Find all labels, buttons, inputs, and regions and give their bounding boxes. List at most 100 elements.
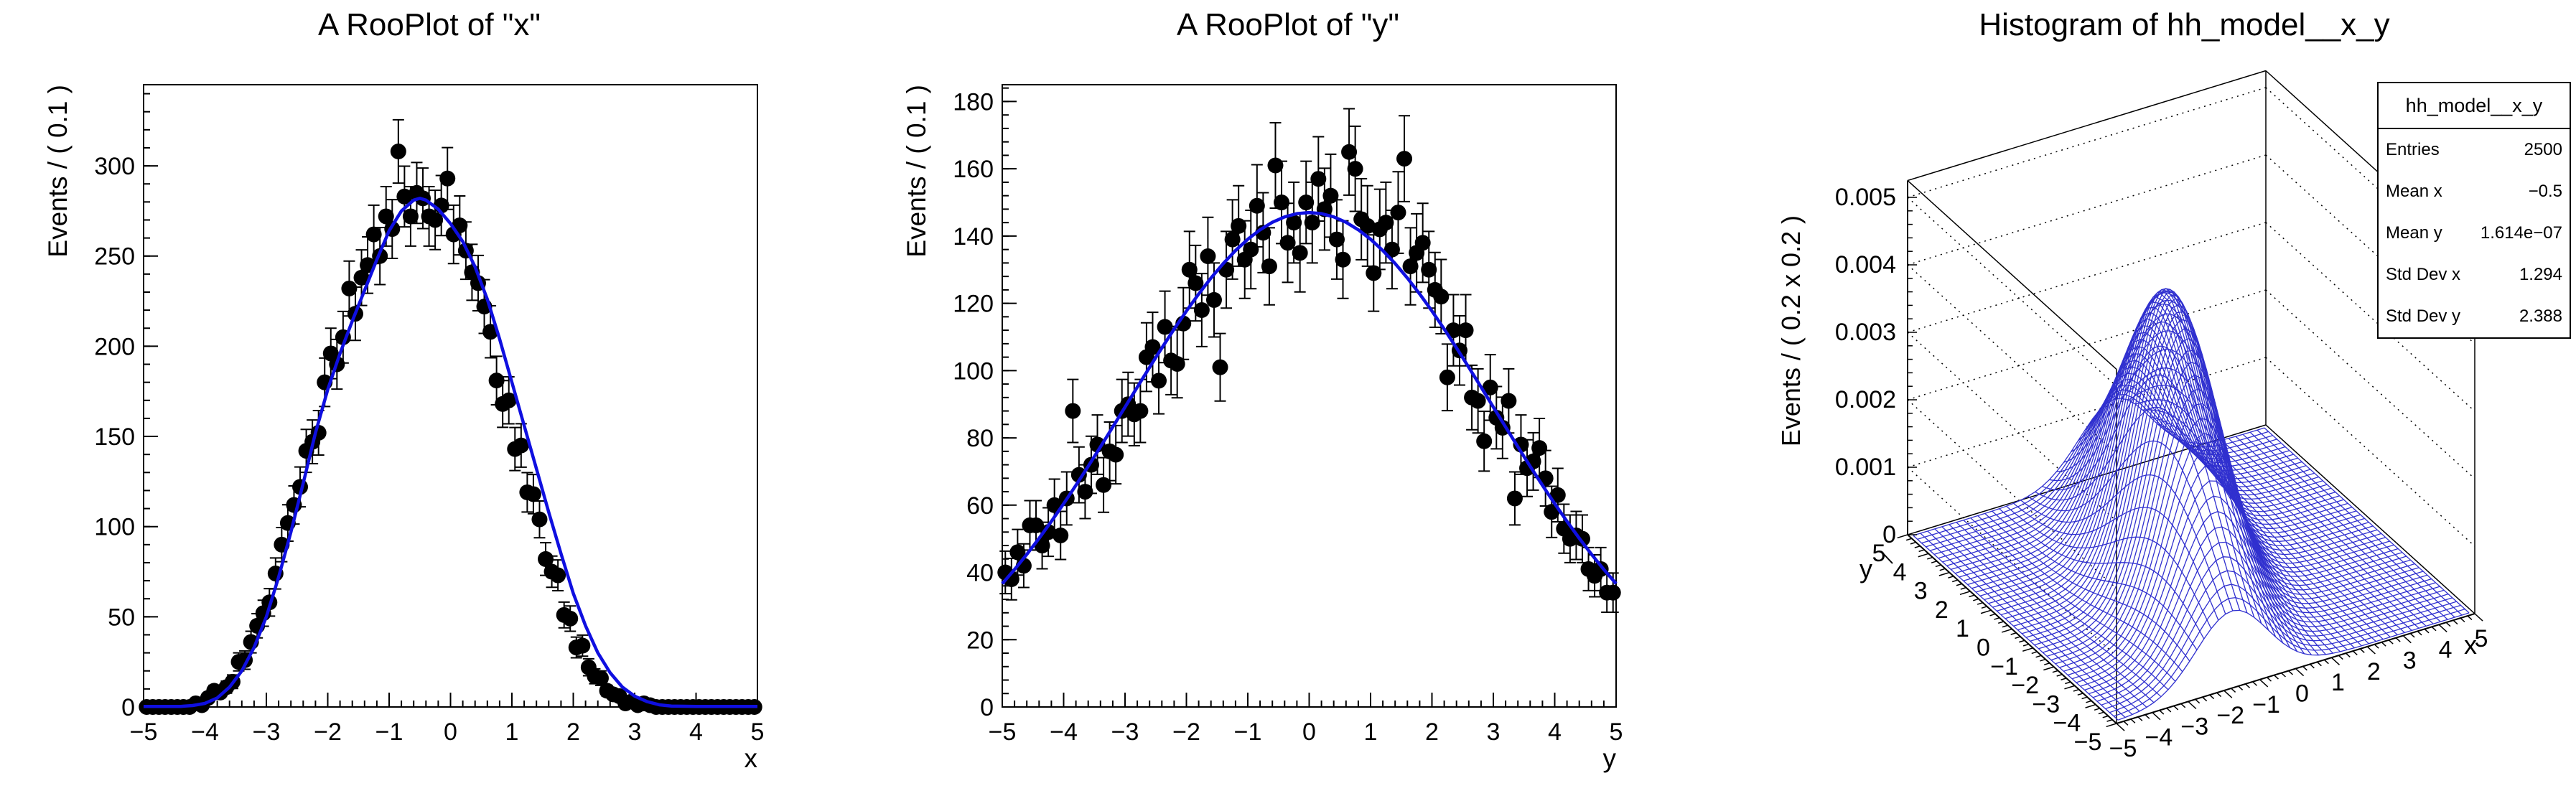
svg-text:−1: −1 <box>375 718 403 746</box>
svg-text:−4: −4 <box>191 718 219 746</box>
svg-text:0: 0 <box>444 718 457 746</box>
svg-text:0: 0 <box>121 694 135 721</box>
stats-row: Std Dev x 1.294 <box>2379 254 2570 296</box>
svg-text:−1: −1 <box>1234 718 1262 746</box>
svg-text:4: 4 <box>689 718 703 746</box>
x-axis-title: y <box>1602 744 1617 773</box>
stats-label: Entries <box>2386 140 2440 159</box>
svg-text:50: 50 <box>108 604 135 631</box>
svg-text:−3: −3 <box>1111 718 1139 746</box>
stats-label: Std Dev x <box>2386 265 2461 284</box>
svg-text:160: 160 <box>953 156 994 183</box>
x-axis-title: x <box>744 744 758 773</box>
svg-text:1: 1 <box>2331 669 2345 696</box>
svg-text:4: 4 <box>1548 718 1562 746</box>
svg-text:−2: −2 <box>2216 702 2244 729</box>
stats-label: Mean y <box>2386 223 2442 243</box>
svg-text:100: 100 <box>94 514 135 541</box>
svg-text:−5: −5 <box>2109 735 2137 762</box>
svg-text:−3: −3 <box>2180 713 2208 740</box>
svg-text:−1: −1 <box>1990 653 2018 680</box>
stats-title: hh_model__x_y <box>2379 83 2570 129</box>
svg-text:300: 300 <box>94 153 135 180</box>
frame-box <box>1907 70 2475 723</box>
svg-text:0: 0 <box>980 694 994 721</box>
svg-text:4: 4 <box>2439 636 2453 663</box>
plot-title-surface: Histogram of hh_model__x_y <box>1979 7 2390 42</box>
stats-row: Entries 2500 <box>2379 129 2570 171</box>
svg-text:3: 3 <box>628 718 642 746</box>
svg-text:3: 3 <box>1487 718 1501 746</box>
stats-value: −0.5 <box>2528 182 2562 201</box>
stats-value: 2500 <box>2524 140 2562 159</box>
svg-text:1: 1 <box>1364 718 1378 746</box>
svg-text:3: 3 <box>1914 578 1928 605</box>
svg-text:3: 3 <box>2403 647 2417 675</box>
frame <box>1002 84 1617 708</box>
stats-label: Mean x <box>2386 182 2442 201</box>
svg-text:−4: −4 <box>1050 718 1078 746</box>
svg-text:0.003: 0.003 <box>1835 319 1896 346</box>
fit-curve <box>144 197 757 708</box>
svg-text:0.001: 0.001 <box>1835 454 1896 481</box>
svg-text:5: 5 <box>1610 718 1623 746</box>
svg-text:0: 0 <box>1302 718 1316 746</box>
surface-canvas: −5−5 −4−4 −3−3 −2−2−1−100112233445500.0010.… <box>1835 70 2488 762</box>
pad-surface-hist: −5 −5 −4 −4 −3 −3 −2 −2 −1 −1 0 0 1 1 2 2 3 3 4 4 5 5 0 0.001 0.… <box>1717 0 2576 801</box>
svg-text:−4: −4 <box>2145 724 2173 751</box>
stats-row: Mean x −0.5 <box>2379 171 2570 212</box>
svg-text:0: 0 <box>1882 521 1896 548</box>
stats-row: Std Dev y 2.388 <box>2379 296 2570 337</box>
svg-text:1: 1 <box>1956 615 1969 642</box>
data-points <box>997 108 1621 613</box>
svg-text:100: 100 <box>953 357 994 385</box>
svg-text:0.004: 0.004 <box>1835 251 1896 278</box>
svg-text:2: 2 <box>566 718 580 746</box>
pad-rooplot-y: −5 −4 −3 −2 −1 0 1 2 3 4 5 0 20 40 60 80 100 120 140 160 180… <box>859 0 1717 801</box>
y-axis-title: Events / ( 0.1 ) <box>902 85 931 258</box>
svg-text:0: 0 <box>1977 634 1990 662</box>
data-points <box>139 118 762 715</box>
y-axis-title: y <box>1859 554 1872 584</box>
plot-area: −5 −4 −3 −2 −1 0 1 2 3 4 5 0 20 40 60 80 100 120 140 160 180 <box>953 84 1623 746</box>
stats-value: 2.388 <box>2519 306 2562 326</box>
svg-text:1: 1 <box>505 718 519 746</box>
svg-text:0.002: 0.002 <box>1835 386 1896 413</box>
svg-text:2: 2 <box>2367 658 2381 685</box>
svg-text:−2: −2 <box>314 718 342 746</box>
plot-title-y: A RooPlot of "y" <box>1176 7 1400 42</box>
x-axis-title: x <box>2464 630 2477 660</box>
surface-mesh <box>1913 288 2470 721</box>
stats-label: Std Dev y <box>2386 306 2461 326</box>
svg-text:5: 5 <box>751 718 765 746</box>
z-axis-title: Events / ( 0.2 x 0.2 ) <box>1776 215 1806 447</box>
svg-text:−3: −3 <box>2032 690 2060 718</box>
svg-text:−3: −3 <box>253 718 281 746</box>
svg-text:140: 140 <box>953 223 994 250</box>
svg-text:−5: −5 <box>2074 729 2102 756</box>
svg-text:4: 4 <box>1893 558 1907 586</box>
svg-text:0: 0 <box>2295 680 2309 708</box>
stats-box: hh_model__x_y Entries 2500 Mean x −0.5 Mean … <box>2377 82 2571 339</box>
stats-value: 1.294 <box>2519 265 2562 284</box>
svg-text:−2: −2 <box>1172 718 1200 746</box>
svg-text:250: 250 <box>94 243 135 271</box>
svg-text:150: 150 <box>94 423 135 451</box>
svg-text:−1: −1 <box>2252 691 2280 718</box>
svg-text:−5: −5 <box>989 718 1017 746</box>
fit-curve <box>1001 210 1618 585</box>
svg-text:80: 80 <box>966 425 994 452</box>
svg-text:200: 200 <box>94 333 135 360</box>
svg-text:2: 2 <box>1425 718 1439 746</box>
stats-value: 1.614e−07 <box>2480 223 2562 243</box>
svg-text:2: 2 <box>1935 596 1949 624</box>
pad-rooplot-x: −5 −4 −3 −2 −1 0 1 2 3 4 5 0 50 100 150 200 250 300 A Roo… <box>0 0 859 801</box>
svg-text:−4: −4 <box>2053 710 2081 737</box>
axes: −5−5 −4−4 −3−3 −2−2−1−100112233445500.0010.… <box>1835 180 2488 762</box>
svg-text:180: 180 <box>953 88 994 116</box>
plot-title-x: A RooPlot of "x" <box>317 7 541 42</box>
svg-text:5: 5 <box>1872 540 1886 567</box>
